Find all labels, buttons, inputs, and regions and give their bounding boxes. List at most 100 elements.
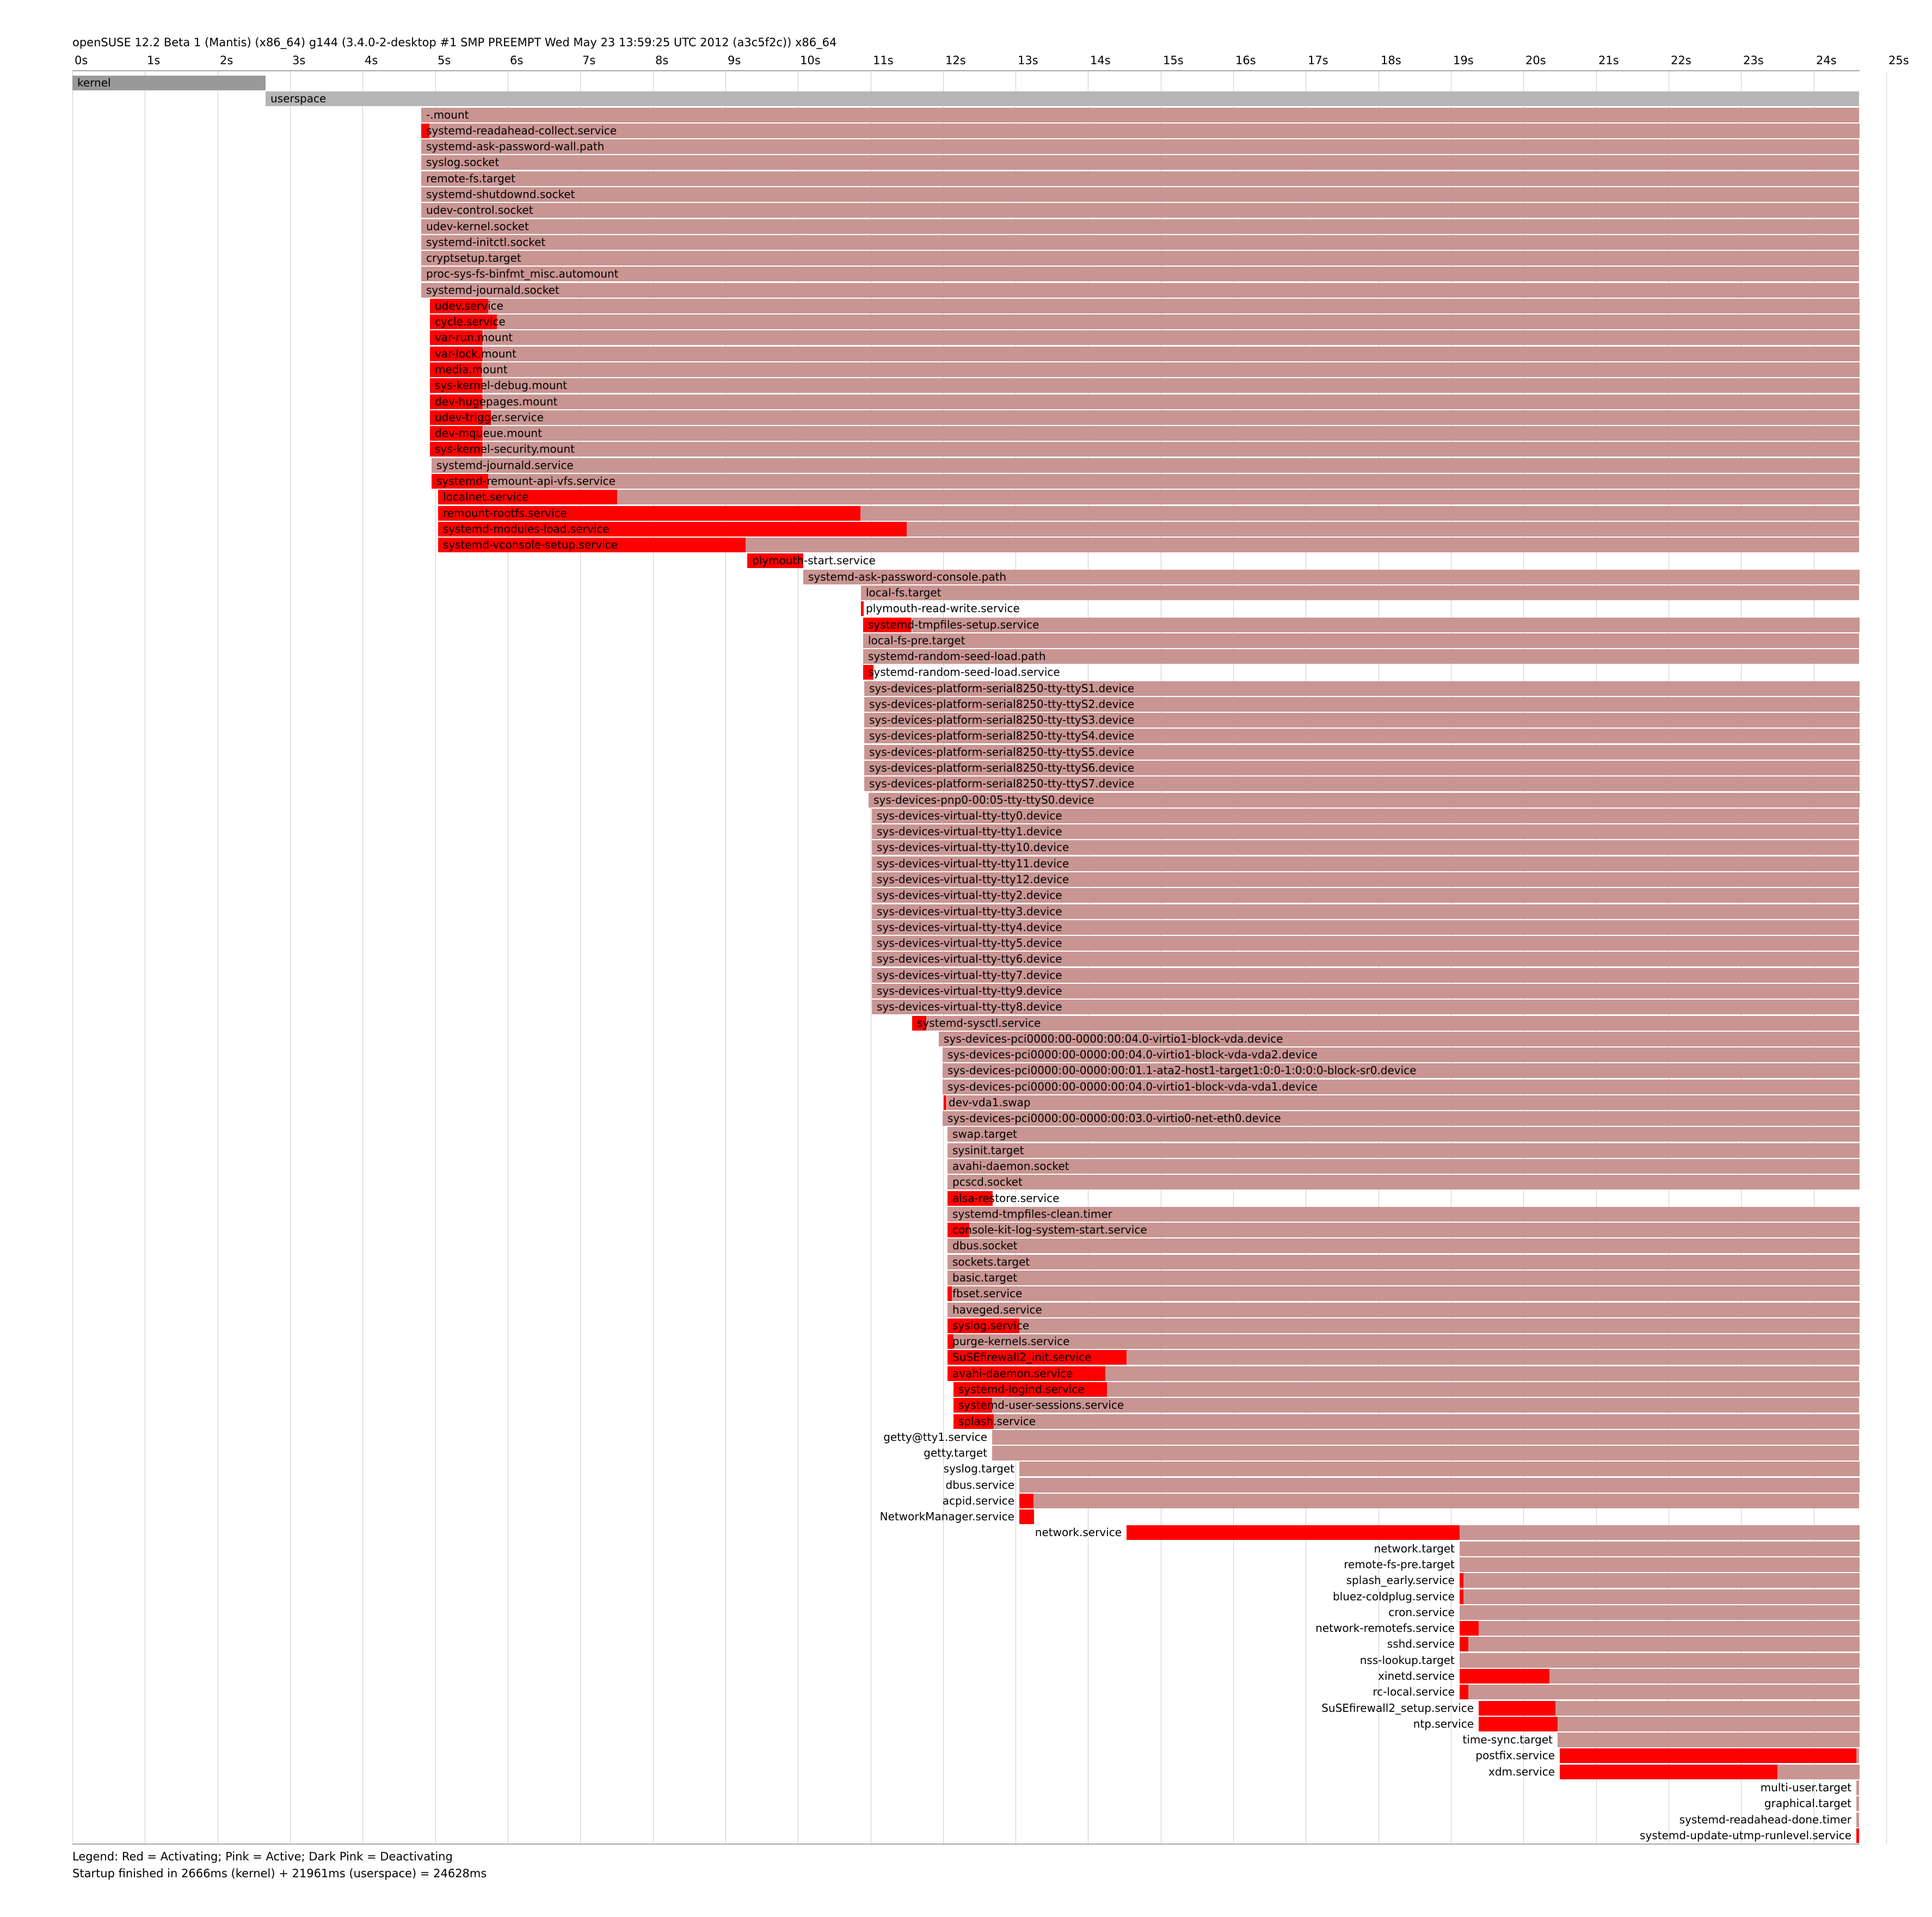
timeline-row: nss-lookup.target — [0, 1653, 1932, 1668]
service-label: bluez-coldplug.service — [1332, 1590, 1455, 1603]
activating-bar — [912, 1016, 927, 1031]
gridline — [435, 71, 436, 1844]
service-label: userspace — [270, 92, 327, 105]
active-bar — [926, 1016, 1859, 1031]
service-label: sys-devices-pnp0-00:05-tty-ttyS0.device — [873, 793, 1094, 806]
activating-bar — [430, 395, 483, 409]
active-bar — [994, 1414, 1860, 1429]
active-bar — [872, 952, 1859, 966]
activating-bar — [1560, 1748, 1856, 1763]
service-label: getty.target — [924, 1446, 987, 1459]
activating-bar — [1460, 1589, 1463, 1604]
axis-tick-label: 4s — [365, 54, 378, 67]
activating-bar — [947, 1318, 1019, 1333]
activating-bar — [944, 1095, 946, 1110]
timeline-row: systemd-readahead-collect.service — [0, 124, 1932, 138]
service-label: sys-devices-pci0000:00-0000:00:04.0-virt… — [944, 1032, 1283, 1045]
service-label: sys-kernel-debug.mount — [435, 379, 568, 392]
timeline-row: media.mount — [0, 362, 1932, 377]
activating-bar — [1560, 1765, 1777, 1779]
active-bar — [943, 1111, 1860, 1126]
active-bar — [421, 187, 1859, 202]
axis-tick-label: 15s — [1163, 54, 1184, 67]
timeline-row: dbus.service — [0, 1478, 1932, 1493]
timeline-row: sys-devices-platform-serial8250-tty-ttyS… — [0, 776, 1932, 791]
activating-bar — [1019, 1494, 1034, 1508]
activating-bar — [430, 315, 497, 329]
active-bar — [1555, 1701, 1860, 1716]
service-label: dev-mqueue.mount — [435, 427, 542, 440]
activating-bar — [438, 538, 746, 552]
timeline-row: systemd-vconsole-setup.service — [0, 538, 1932, 552]
timeline-row: bluez-coldplug.service — [0, 1589, 1932, 1604]
timeline-row: splash.service — [0, 1414, 1932, 1429]
timeline-row: udev-kernel.socket — [0, 219, 1932, 234]
service-label: systemd-random-seed-load.service — [868, 665, 1060, 679]
active-bar — [421, 139, 1859, 154]
axis-tick-label: 11s — [873, 54, 894, 67]
axis-tick-label: 6s — [510, 54, 524, 67]
service-label: sys-devices-platform-serial8250-tty-ttyS… — [869, 713, 1135, 726]
service-label: SuSEfirewall2_init.service — [952, 1351, 1092, 1364]
timeline-row: sys-devices-virtual-tty-tty11.device — [0, 856, 1932, 871]
activating-bar — [947, 1286, 952, 1301]
service-label: swap.target — [952, 1127, 1017, 1141]
active-bar — [912, 618, 1860, 632]
active-bar — [1558, 1717, 1860, 1731]
service-label: media.mount — [435, 363, 508, 376]
gridline — [72, 71, 73, 1844]
active-bar — [947, 1271, 1860, 1285]
activating-bar — [430, 442, 483, 457]
timeline-row: splash_early.service — [0, 1573, 1932, 1588]
axis-tick-label: 25s — [1888, 54, 1909, 67]
service-label: dev-hugepages.mount — [435, 395, 558, 408]
timeline-row: sys-devices-virtual-tty-tty10.device — [0, 840, 1932, 855]
timeline-row: plymouth-start.service — [0, 553, 1932, 568]
service-label: ntp.service — [1413, 1717, 1474, 1730]
service-label: dbus.socket — [952, 1239, 1018, 1252]
service-label: systemd-readahead-done.timer — [1679, 1813, 1851, 1826]
active-bar — [497, 315, 1860, 329]
active-bar — [947, 1127, 1860, 1142]
service-label: systemd-modules-load.service — [443, 522, 610, 535]
timeline-row: sys-devices-virtual-tty-tty8.device — [0, 1000, 1932, 1014]
axis-tick-label: 23s — [1743, 54, 1764, 67]
service-label: systemd-journald.service — [436, 459, 574, 472]
activating-bar — [861, 601, 864, 616]
timeline-row: systemd-journald.socket — [0, 283, 1932, 298]
timeline-row: sys-kernel-debug.mount — [0, 378, 1932, 393]
page-title: openSUSE 12.2 Beta 1 (Mantis) (x86_64) g… — [72, 36, 837, 49]
timeline-row: sys-devices-virtual-tty-tty9.device — [0, 984, 1932, 998]
active-bar — [1107, 1382, 1860, 1397]
service-label: cryptsetup.target — [426, 251, 521, 264]
active-bar — [1468, 1685, 1860, 1699]
activating-bar — [953, 1382, 1107, 1397]
service-label: sys-devices-virtual-tty-tty6.device — [877, 952, 1062, 965]
axis-tick-label: 21s — [1598, 54, 1619, 67]
timeline-row: localnet.service — [0, 490, 1932, 504]
active-bar — [953, 1334, 1860, 1349]
service-label: sys-devices-pci0000:00-0000:00:04.0-virt… — [947, 1080, 1318, 1093]
timeline-row: getty@tty1.service — [0, 1430, 1932, 1445]
active-bar — [992, 1430, 1859, 1445]
activating-bar — [438, 490, 617, 504]
gridline — [362, 71, 363, 1844]
active-bar — [1460, 1605, 1860, 1620]
timeline-row: sys-devices-pci0000:00-0000:00:04.0-virt… — [0, 1047, 1932, 1062]
axis-tick-label: 10s — [800, 54, 821, 67]
timeline-row: systemd-logind.service — [0, 1382, 1932, 1397]
service-label: sys-devices-virtual-tty-tty8.device — [877, 1000, 1062, 1013]
service-label: dev-vda1.swap — [949, 1096, 1031, 1109]
timeline-row: xinetd.service — [0, 1669, 1932, 1684]
active-bar — [432, 458, 1860, 473]
timeline-row: syslog.socket — [0, 155, 1932, 170]
timeline-row: proc-sys-fs-binfmt_misc.automount — [0, 267, 1932, 281]
service-label: systemd-update-utmp-runlevel.service — [1640, 1829, 1851, 1842]
activating-bar — [430, 299, 488, 313]
timeline-row: sysinit.target — [0, 1143, 1932, 1158]
active-bar — [482, 362, 1860, 377]
service-label: sys-devices-platform-serial8250-tty-ttyS… — [869, 682, 1135, 695]
service-label: sockets.target — [952, 1255, 1030, 1268]
active-bar — [421, 251, 1859, 266]
activating-bar — [438, 522, 907, 537]
